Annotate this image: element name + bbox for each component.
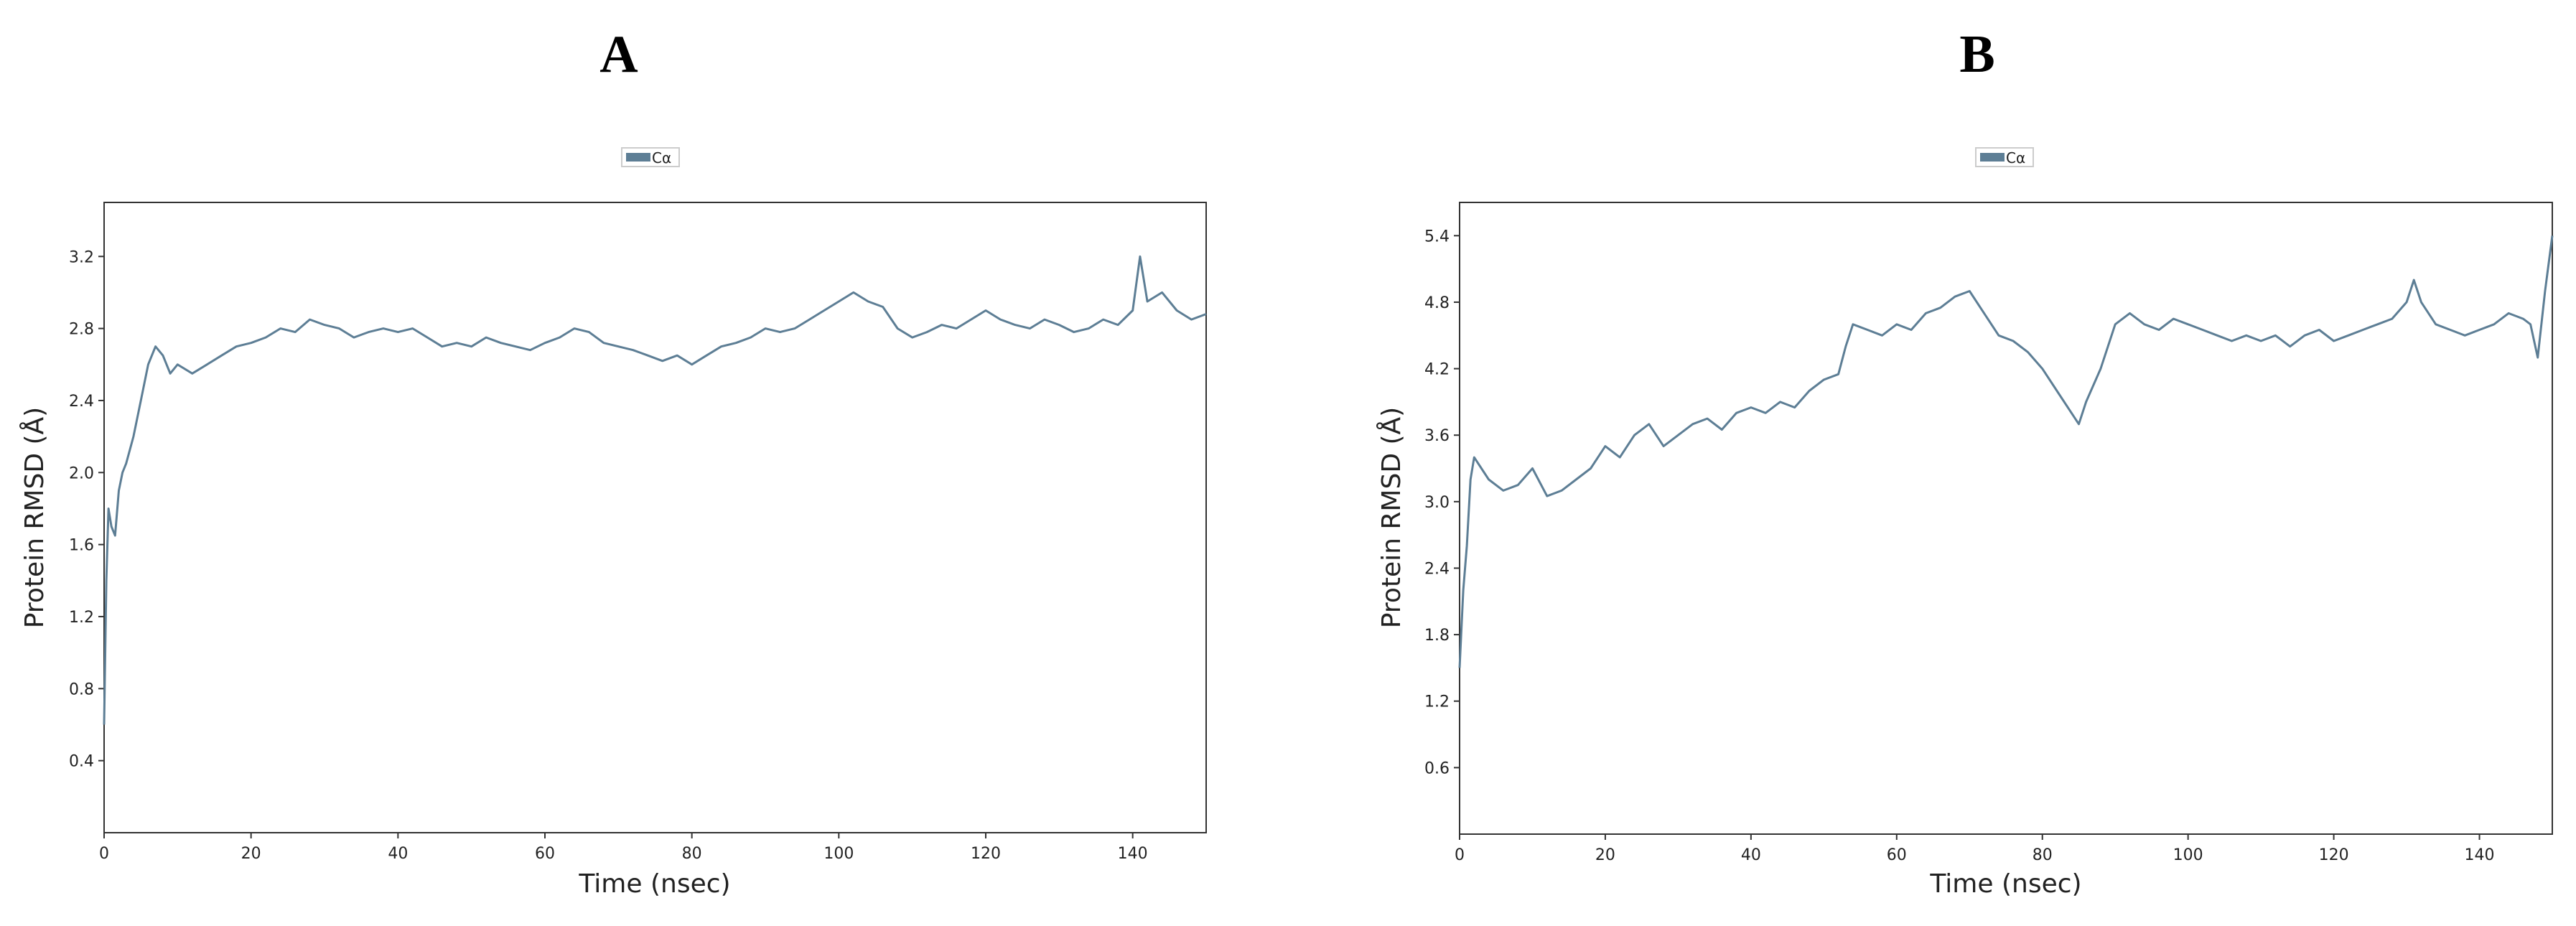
y-tick-label: 4.8	[1424, 294, 1450, 312]
rmsd-line-b	[1458, 235, 2554, 668]
y-tick-label: 0.8	[69, 681, 94, 698]
panel-letter-a: A	[599, 25, 638, 84]
y-axis-ticks-a: 0.4 0.8 1.2 1.6 2.0 2.4 2.8 3.2	[69, 248, 104, 771]
x-tick-label: 80	[682, 845, 702, 863]
x-tick-label: 40	[388, 845, 408, 863]
x-tick-label: 100	[823, 845, 854, 863]
y-axis-ticks-b: 0.6 1.2 1.8 2.4 3.0 3.6 4.2 4.8 5.4	[1424, 228, 1460, 777]
plot-area-a	[103, 202, 1207, 833]
chart-panel-b: B Cα 0.6 1.2 1.8 2.4 3.0 3.6 4.2 4.8 5.4 0 20 40 60…	[1376, 25, 2554, 899]
y-tick-label: 4.2	[1424, 361, 1450, 379]
y-tick-label: 1.2	[69, 609, 94, 627]
legend-a: Cα	[621, 147, 680, 167]
legend-label-b: Cα	[2006, 149, 2025, 167]
x-tick-label: 80	[2033, 846, 2053, 864]
x-tick-label: 40	[1741, 846, 1761, 864]
x-tick-label: 20	[1595, 846, 1615, 864]
x-tick-label: 120	[2319, 846, 2349, 864]
y-axis-label-b: Protein RMSD (Å)	[1376, 407, 1406, 628]
y-tick-label: 1.8	[1424, 627, 1450, 645]
x-tick-label: 0	[99, 845, 109, 863]
rmsd-line-a	[103, 255, 1207, 725]
x-tick-label: 120	[971, 845, 1001, 863]
y-tick-label: 0.4	[69, 753, 94, 771]
x-tick-label: 60	[1887, 846, 1907, 864]
y-tick-label: 3.0	[1424, 494, 1450, 512]
legend-swatch-b	[1980, 153, 2005, 162]
x-tick-label: 100	[2173, 846, 2203, 864]
y-tick-label: 2.0	[69, 464, 94, 482]
x-tick-label: 0	[1455, 846, 1465, 864]
x-tick-label: 140	[1118, 845, 1148, 863]
x-axis-label-a: Time (nsec)	[578, 869, 730, 899]
y-tick-label: 3.6	[1424, 427, 1450, 445]
x-tick-label: 60	[535, 845, 555, 863]
chart-panel-a: A Cα 0.4 0.8 1.2 1.6 2.0 2.4 2.8 3.2 0 20 40 60 80 1…	[19, 25, 1207, 899]
y-tick-label: 2.8	[69, 321, 94, 339]
x-tick-label: 20	[241, 845, 261, 863]
y-tick-label: 2.4	[69, 393, 94, 411]
x-axis-ticks-b: 0 20 40 60 80 100 120 140	[1455, 834, 2495, 864]
legend-label-a: Cα	[652, 149, 671, 167]
y-tick-label: 5.4	[1424, 228, 1450, 245]
legend-swatch-a	[626, 153, 650, 162]
x-axis-label-b: Time (nsec)	[1929, 869, 2081, 899]
y-tick-label: 3.2	[69, 248, 94, 266]
plot-area-b	[1459, 202, 2553, 835]
y-axis-label-a: Protein RMSD (Å)	[19, 407, 50, 628]
panel-letter-b: B	[1959, 25, 1994, 84]
y-tick-label: 1.6	[69, 537, 94, 555]
x-tick-label: 140	[2465, 846, 2495, 864]
y-tick-label: 2.4	[1424, 560, 1450, 578]
y-tick-label: 1.2	[1424, 693, 1450, 711]
legend-b: Cα	[1975, 147, 2034, 167]
y-tick-label: 0.6	[1424, 759, 1450, 777]
x-axis-ticks-a: 0 20 40 60 80 100 120 140	[99, 833, 1148, 863]
